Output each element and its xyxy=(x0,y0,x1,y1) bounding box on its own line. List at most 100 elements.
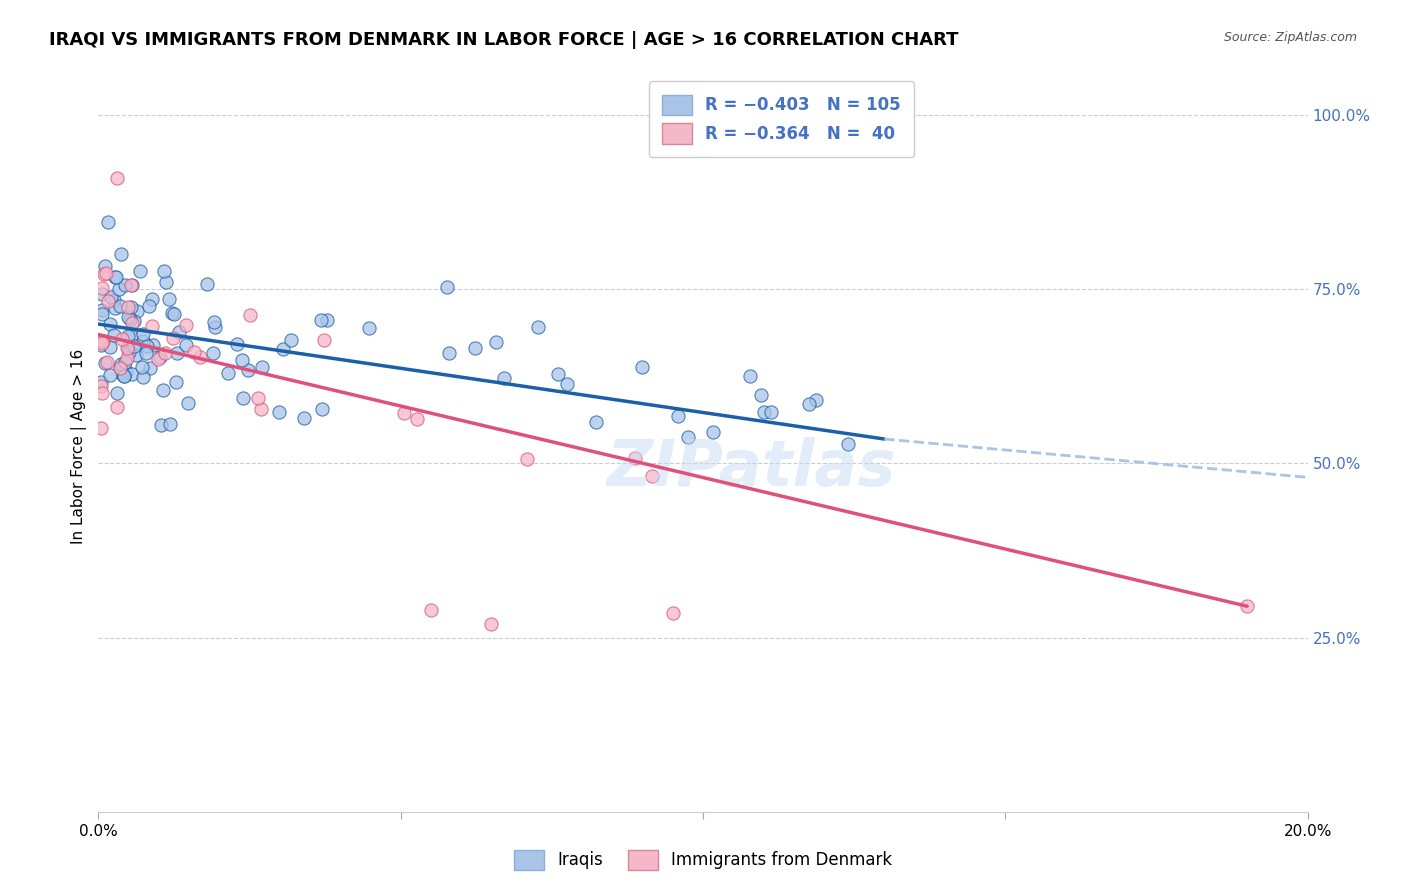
Point xyxy=(177,396,200,410)
Point xyxy=(157,292,180,306)
Point xyxy=(392,406,415,420)
Point xyxy=(420,603,443,617)
Point xyxy=(153,345,176,359)
Point xyxy=(112,368,135,383)
Point xyxy=(464,341,486,355)
Point xyxy=(357,321,380,335)
Point xyxy=(188,351,211,365)
Point xyxy=(120,328,142,343)
Point xyxy=(165,375,187,389)
Point xyxy=(236,363,259,377)
Point xyxy=(132,327,155,342)
Point xyxy=(485,334,508,349)
Point xyxy=(585,416,607,430)
Point xyxy=(312,333,335,347)
Point xyxy=(98,318,121,332)
Point xyxy=(217,366,239,380)
Point xyxy=(166,346,188,360)
Point xyxy=(271,342,294,356)
Point xyxy=(406,412,429,426)
Point xyxy=(90,379,112,393)
Point xyxy=(91,281,114,295)
Point xyxy=(121,316,143,330)
Point xyxy=(114,277,136,292)
Point xyxy=(105,170,128,185)
Point xyxy=(631,360,654,375)
Point xyxy=(309,313,332,327)
Point xyxy=(142,338,165,352)
Legend: Iraqis, Immigrants from Denmark: Iraqis, Immigrants from Denmark xyxy=(508,843,898,877)
Point xyxy=(280,333,302,347)
Point xyxy=(152,383,174,397)
Point xyxy=(799,397,821,411)
Point xyxy=(152,264,174,278)
Point xyxy=(120,301,142,315)
Point xyxy=(104,301,127,315)
Point xyxy=(159,417,181,432)
Point xyxy=(132,334,155,348)
Point xyxy=(104,270,127,285)
Point xyxy=(120,278,142,293)
Point xyxy=(118,345,141,359)
Point xyxy=(136,339,159,353)
Point xyxy=(162,331,184,345)
Y-axis label: In Labor Force | Age > 16: In Labor Force | Age > 16 xyxy=(72,349,87,543)
Point xyxy=(557,376,579,391)
Point xyxy=(91,334,114,348)
Point xyxy=(91,303,114,318)
Point xyxy=(121,277,143,292)
Point xyxy=(114,354,136,368)
Point xyxy=(740,368,762,383)
Point xyxy=(481,616,503,631)
Point xyxy=(105,401,128,415)
Point xyxy=(676,430,699,444)
Point xyxy=(121,367,143,381)
Point xyxy=(149,350,172,364)
Point xyxy=(100,290,122,304)
Point xyxy=(315,313,337,327)
Point xyxy=(176,318,198,332)
Point xyxy=(201,346,224,360)
Point xyxy=(702,425,724,439)
Point xyxy=(195,277,218,291)
Point xyxy=(439,346,461,360)
Point xyxy=(93,267,115,281)
Point xyxy=(103,293,125,307)
Point xyxy=(90,338,112,352)
Point xyxy=(267,405,290,419)
Point xyxy=(492,371,515,385)
Point xyxy=(90,421,112,435)
Point xyxy=(118,312,141,326)
Point xyxy=(131,359,153,374)
Point xyxy=(110,367,132,381)
Point xyxy=(155,275,177,289)
Point xyxy=(110,361,132,376)
Point xyxy=(132,370,155,384)
Point xyxy=(232,391,254,405)
Point xyxy=(162,307,184,321)
Point xyxy=(125,304,148,318)
Point xyxy=(666,409,689,423)
Point xyxy=(204,315,226,329)
Point xyxy=(117,310,139,324)
Point xyxy=(117,300,139,314)
Point xyxy=(98,368,121,383)
Point xyxy=(97,214,120,228)
Text: IRAQI VS IMMIGRANTS FROM DENMARK IN LABOR FORCE | AGE > 16 CORRELATION CHART: IRAQI VS IMMIGRANTS FROM DENMARK IN LABO… xyxy=(49,31,959,49)
Point xyxy=(149,417,172,432)
Point xyxy=(110,357,132,371)
Point xyxy=(111,332,134,346)
Point xyxy=(135,346,157,360)
Point xyxy=(661,606,683,620)
Point xyxy=(105,270,128,285)
Point xyxy=(204,319,226,334)
Point xyxy=(94,267,117,281)
Point xyxy=(94,356,117,370)
Point xyxy=(91,385,114,400)
Point xyxy=(115,363,138,377)
Point xyxy=(761,405,783,419)
Point xyxy=(122,339,145,353)
Point xyxy=(226,337,249,351)
Point xyxy=(96,355,118,369)
Point xyxy=(183,345,205,359)
